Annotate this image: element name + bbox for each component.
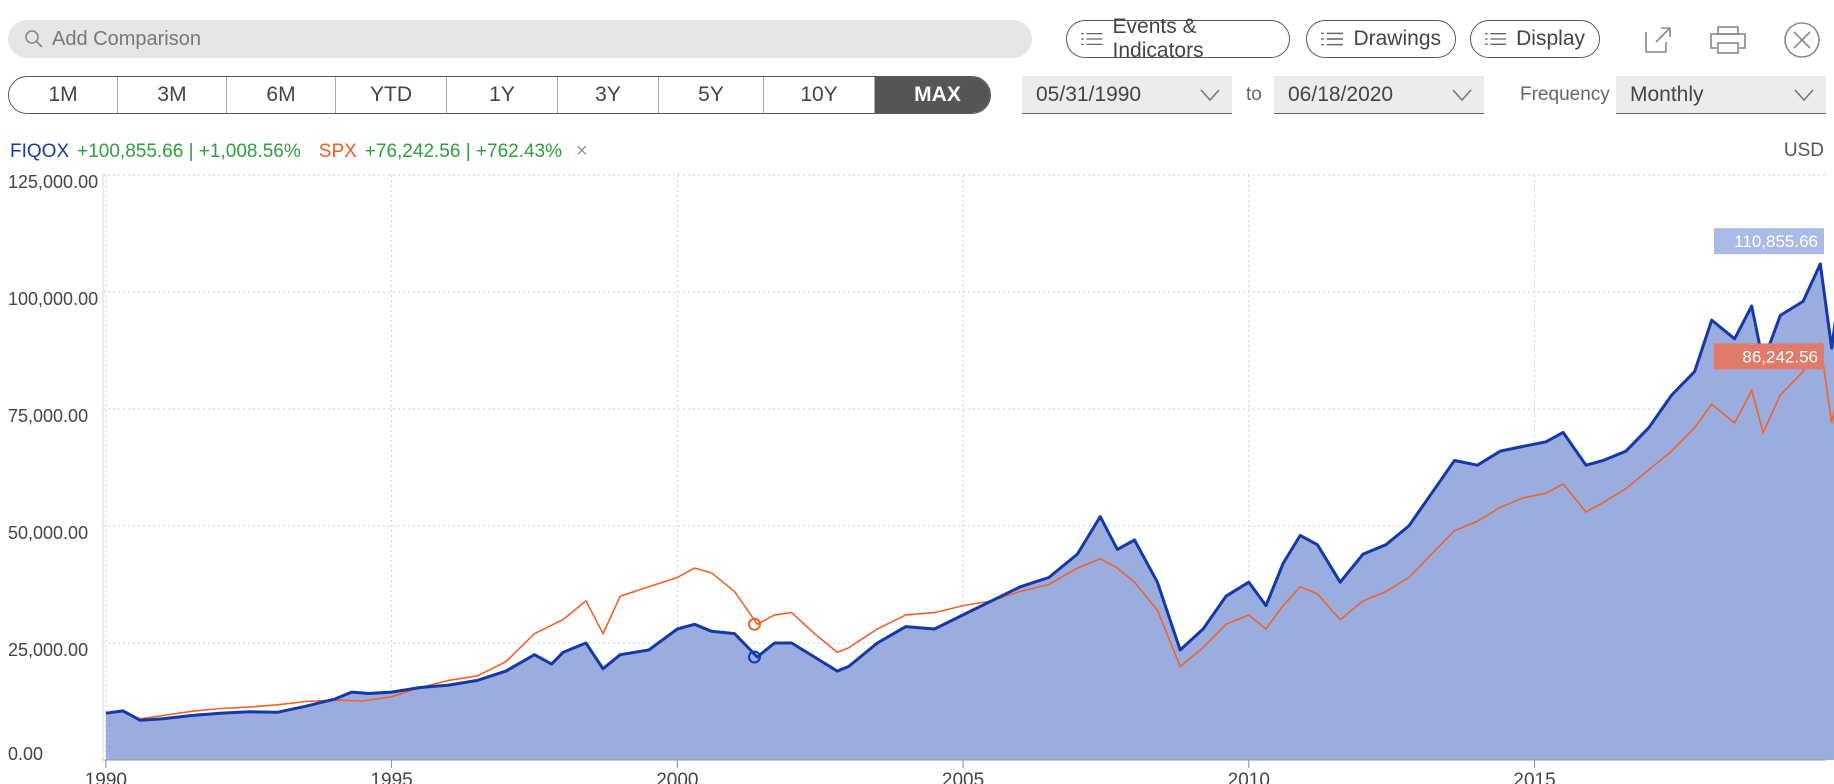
x-tick-label: 2015 (1513, 770, 1555, 784)
legend-spx-change: +76,242.56 | +762.43% (364, 140, 563, 162)
list-icon (1485, 33, 1507, 45)
price-chart[interactable]: 0.00 25,000.00 50,000.00 75,000.00 100,000.0… (0, 165, 1834, 784)
chart-legend: FIQOX +100,855.66 | +1,008.56% SPX +76,2… (10, 140, 596, 163)
chevron-down-icon (1452, 88, 1472, 101)
y-tick-label: 0.00 (8, 744, 43, 764)
range-1y[interactable]: 1Y (447, 77, 558, 113)
range-6m[interactable]: 6M (227, 77, 336, 113)
x-tick-label: 2005 (942, 770, 984, 784)
start-date-select[interactable]: 05/31/1990 (1022, 76, 1232, 114)
range-1m[interactable]: 1M (9, 77, 118, 113)
currency-label: USD (1783, 140, 1824, 161)
remove-comparison-icon[interactable]: × (576, 140, 588, 162)
y-tick-label: 25,000.00 (8, 640, 88, 660)
range-3y[interactable]: 3Y (558, 77, 659, 113)
events-indicators-button[interactable]: Events & Indicators (1066, 15, 1290, 62)
range-selector: 1M 3M 6M YTD 1Y 3Y 5Y 10Y MAX (8, 76, 991, 114)
chart-markers (747, 617, 761, 664)
event-marker-spx (747, 617, 761, 631)
to-label: to (1246, 84, 1262, 105)
legend-spx-symbol[interactable]: SPX (318, 140, 357, 162)
y-tick-label: 125,000.00 (8, 172, 98, 192)
chevron-down-icon (1794, 88, 1814, 101)
close-button[interactable] (1782, 20, 1822, 60)
flag-value: 86,242.56 (1742, 347, 1818, 366)
chart-axes: 0.00 25,000.00 50,000.00 75,000.00 100,000.0… (8, 172, 1826, 784)
x-tick-label: 1990 (85, 770, 127, 784)
end-date-value: 06/18/2020 (1288, 82, 1394, 106)
fiqox-area (105, 263, 1834, 760)
drawings-label: Drawings (1353, 27, 1441, 50)
range-10y[interactable]: 10Y (764, 77, 875, 113)
y-tick-label: 100,000.00 (8, 289, 98, 309)
flag-value: 110,855.66 (1734, 232, 1818, 251)
legend-fiqox-change: +100,855.66 | +1,008.56% (77, 140, 301, 162)
spx-line (105, 341, 1834, 720)
list-icon (1321, 32, 1344, 46)
x-tick-label: 2000 (656, 770, 698, 784)
display-label: Display (1516, 27, 1585, 50)
frequency-value: Monthly (1630, 82, 1704, 106)
add-comparison-input[interactable] (50, 26, 954, 52)
end-date-select[interactable]: 06/18/2020 (1274, 76, 1484, 114)
frequency-select[interactable]: Monthly (1616, 76, 1826, 114)
add-comparison-search[interactable] (8, 20, 1032, 58)
frequency-label: Frequency (1520, 84, 1610, 105)
list-icon (1081, 32, 1103, 46)
share-button[interactable] (1638, 20, 1678, 60)
flag-background (1714, 228, 1824, 255)
close-icon (1784, 22, 1820, 58)
flag-background (1714, 343, 1824, 370)
drawings-button[interactable]: Drawings (1306, 20, 1456, 58)
range-5y[interactable]: 5Y (659, 77, 764, 113)
x-tick-label: 2010 (1228, 770, 1270, 784)
print-icon (1710, 26, 1746, 54)
last-value-flags: 110,855.66 86,242.56 (1714, 228, 1824, 370)
legend-fiqox-symbol[interactable]: FIQOX (10, 140, 70, 162)
events-indicators-label: Events & Indicators (1112, 15, 1204, 62)
range-ytd[interactable]: YTD (336, 77, 447, 113)
share-icon (1645, 27, 1671, 53)
search-icon (25, 30, 43, 48)
display-button[interactable]: Display (1470, 20, 1600, 58)
range-3m[interactable]: 3M (118, 77, 227, 113)
y-tick-label: 75,000.00 (8, 406, 88, 426)
chevron-down-icon (1200, 88, 1220, 101)
x-tick-label: 1995 (370, 770, 412, 784)
last-value-flag-spx: 86,242.56 (1714, 343, 1824, 370)
fiqox-line (105, 262, 1834, 722)
print-button[interactable] (1708, 20, 1748, 60)
last-value-flag-fiqox: 110,855.66 (1714, 228, 1824, 255)
range-max[interactable]: MAX (875, 77, 990, 113)
y-tick-label: 50,000.00 (8, 523, 88, 543)
start-date-value: 05/31/1990 (1036, 82, 1142, 106)
event-marker-fiqox (747, 650, 761, 664)
